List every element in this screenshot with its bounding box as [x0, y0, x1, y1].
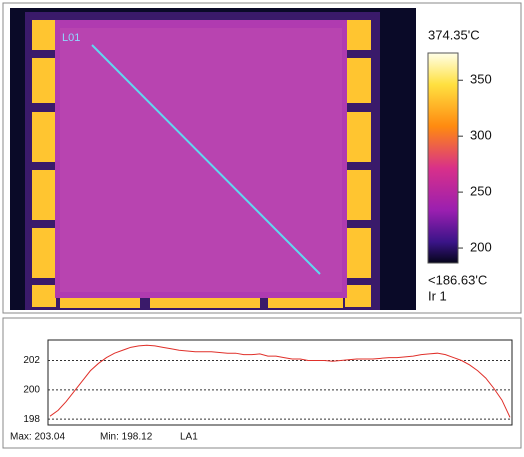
y-tick-label: 202: [23, 355, 40, 366]
colorbar-min: <186.63'C: [428, 272, 487, 287]
footer-text: Max: 203.04: [10, 432, 65, 443]
colorbar-tick-label: 250: [470, 184, 492, 199]
footer-text: Min: 198.12: [100, 432, 153, 443]
colorbar-max: 374.35'C: [428, 27, 480, 42]
footer-text: LA1: [180, 432, 198, 443]
colorbar-tick-label: 200: [470, 239, 492, 254]
profile-line: [49, 344, 511, 418]
profile-line: [91, 44, 321, 275]
colorbar-tick-label: 350: [470, 72, 492, 87]
ir-label: Ir 1: [428, 288, 447, 303]
y-tick-label: 200: [23, 384, 40, 395]
colorbar: [427, 52, 459, 264]
line-label: L01: [62, 32, 80, 44]
plot-frame: [47, 339, 513, 426]
colorbar-tick-label: 300: [470, 128, 492, 143]
pads: [32, 20, 371, 308]
y-tick-label: 198: [23, 414, 40, 425]
